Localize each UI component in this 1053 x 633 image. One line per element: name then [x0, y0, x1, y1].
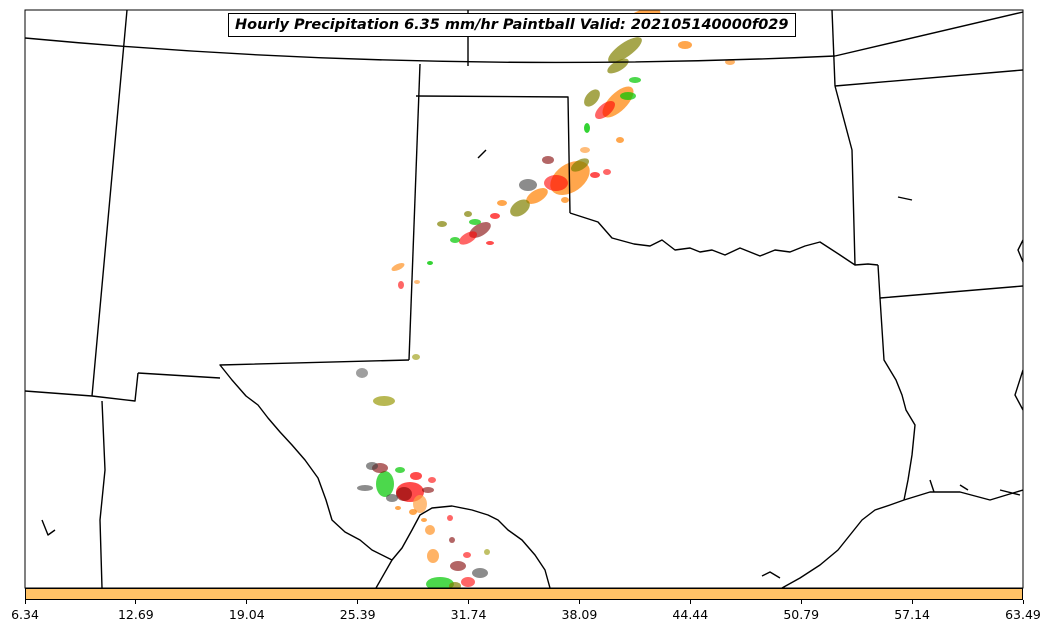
- colorbar-tick: [357, 600, 359, 604]
- colorbar-tick: [135, 600, 137, 604]
- colorbar-tick-label: 12.69: [117, 607, 154, 622]
- colorbar-tick: [246, 600, 248, 604]
- colorbar-tick: [468, 600, 470, 604]
- colorbar-tick: [911, 600, 913, 604]
- colorbar-tick-label: 38.09: [561, 607, 598, 622]
- colorbar-tick: [24, 600, 26, 604]
- colorbar-tick: [1022, 600, 1024, 604]
- colorbar-tick-label: 50.79: [783, 607, 820, 622]
- colorbar-tick: [578, 600, 580, 604]
- map-title: Hourly Precipitation 6.35 mm/hr Paintbal…: [228, 13, 796, 37]
- colorbar-tick-label: 63.49: [1005, 607, 1041, 622]
- colorbar: [25, 588, 1023, 600]
- colorbar-tick: [689, 600, 691, 604]
- precipitation-blobs: [356, 10, 735, 588]
- colorbar-tick-label: 25.39: [339, 607, 376, 622]
- colorbar-tick-label: 57.14: [894, 607, 931, 622]
- state-boundaries: [25, 10, 1023, 588]
- colorbar-tick-label: 19.04: [228, 607, 265, 622]
- colorbar-tick: [800, 600, 802, 604]
- colorbar-tick-label: 31.74: [450, 607, 487, 622]
- colorbar-tick-label: 6.34: [11, 607, 39, 622]
- colorbar-tick-label: 44.44: [672, 607, 709, 622]
